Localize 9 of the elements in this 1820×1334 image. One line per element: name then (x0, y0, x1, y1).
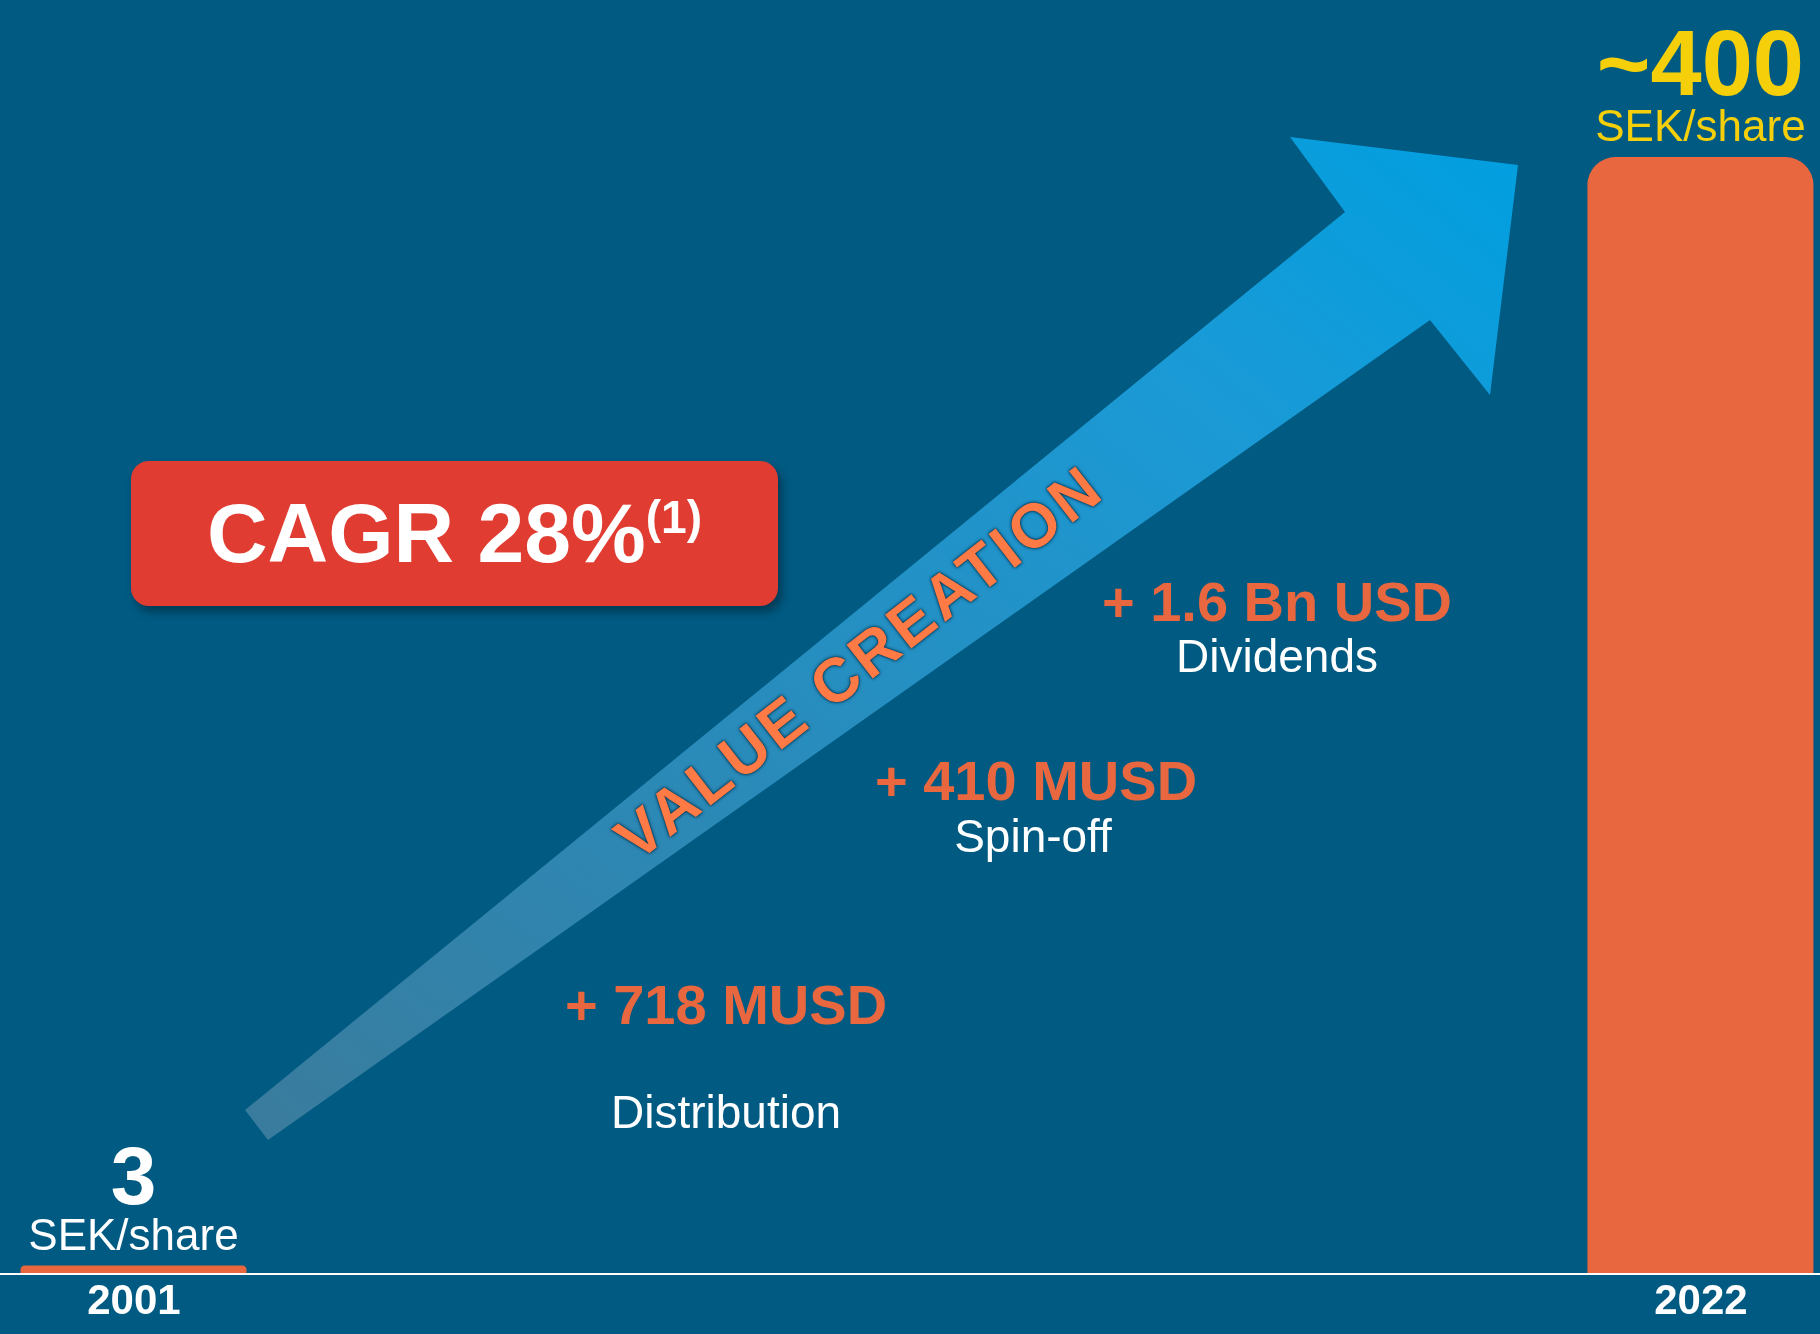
annotation: + 410 MUSD (874, 748, 1198, 812)
x-tick-label: 2001 (87, 1275, 181, 1323)
annotation: + 718 MUSD (564, 972, 888, 1036)
annotation: + 1.6 Bn USD (1101, 569, 1453, 633)
annotation: CAGR 28%$^{(1)}$ (206, 486, 703, 580)
annotation: Dividends (1176, 630, 1378, 682)
x-tick-label: 2022 (1654, 1275, 1748, 1323)
annotation: Distribution (610, 1086, 842, 1138)
annotation: Spin-off (954, 810, 1112, 862)
